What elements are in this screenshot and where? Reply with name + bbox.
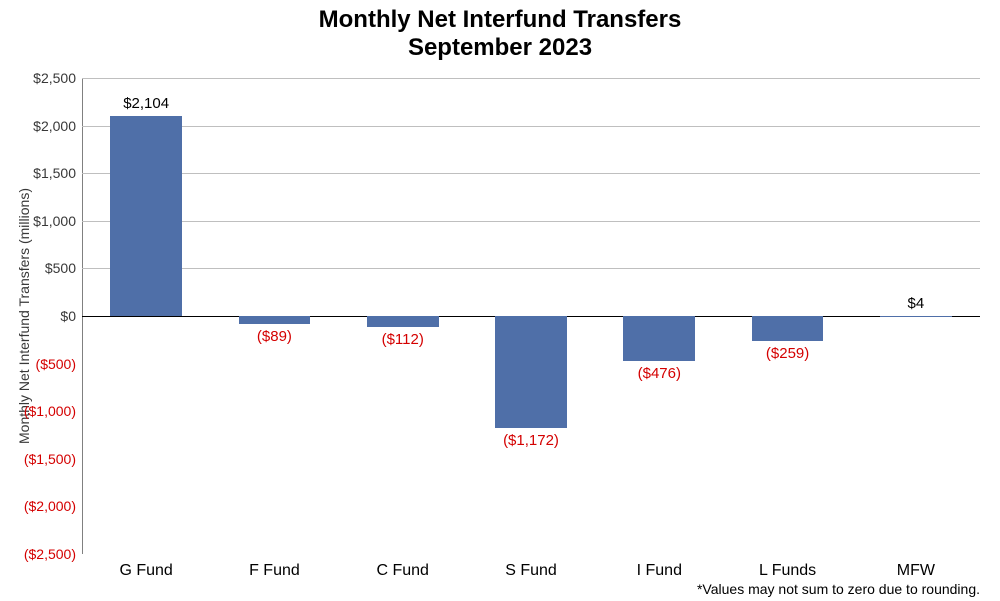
grid-line xyxy=(82,173,980,174)
bar-value-label: ($476) xyxy=(638,365,681,382)
bar xyxy=(495,316,567,428)
bar-value-label: ($112) xyxy=(382,331,424,348)
bar-value-label: $2,104 xyxy=(123,95,169,112)
plot-area: $2,500$2,000$1,500$1,000$500$0($500)($1,… xyxy=(82,78,980,554)
y-tick-label: $2,500 xyxy=(10,70,76,86)
category-label: S Fund xyxy=(505,562,557,580)
bar xyxy=(239,316,311,324)
bar-value-label: ($259) xyxy=(766,345,809,362)
y-tick-label: ($1,000) xyxy=(10,403,76,419)
y-tick-label: ($2,500) xyxy=(10,546,76,562)
y-tick-label: $0 xyxy=(10,308,76,324)
grid-line xyxy=(82,221,980,222)
bar xyxy=(367,316,439,327)
bar xyxy=(623,316,695,361)
category-label: G Fund xyxy=(119,562,172,580)
title-line-1: Monthly Net Interfund Transfers xyxy=(319,6,682,33)
bar-value-label: ($1,172) xyxy=(503,432,559,449)
category-label: L Funds xyxy=(759,562,816,580)
bar-value-label: $4 xyxy=(908,295,925,312)
y-tick-label: ($2,000) xyxy=(10,498,76,514)
bar-value-label: ($89) xyxy=(257,328,292,345)
category-label: C Fund xyxy=(376,562,428,580)
chart-footnote: *Values may not sum to zero due to round… xyxy=(697,581,980,597)
chart-container: Monthly Net Interfund Transfers Septembe… xyxy=(0,0,1000,601)
y-tick-label: ($500) xyxy=(10,356,76,372)
chart-title: Monthly Net Interfund Transfers Septembe… xyxy=(0,6,1000,61)
category-label: MFW xyxy=(897,562,935,580)
grid-line xyxy=(82,126,980,127)
bar xyxy=(110,116,182,316)
category-label: I Fund xyxy=(637,562,682,580)
y-tick-label: ($1,500) xyxy=(10,451,76,467)
title-line-2: September 2023 xyxy=(408,34,592,61)
y-tick-label: $500 xyxy=(10,260,76,276)
y-tick-label: $1,500 xyxy=(10,165,76,181)
bar xyxy=(880,316,952,317)
y-tick-label: $2,000 xyxy=(10,118,76,134)
grid-line xyxy=(82,268,980,269)
grid-line xyxy=(82,78,980,79)
category-label: F Fund xyxy=(249,562,300,580)
bar xyxy=(752,316,824,341)
y-tick-label: $1,000 xyxy=(10,213,76,229)
